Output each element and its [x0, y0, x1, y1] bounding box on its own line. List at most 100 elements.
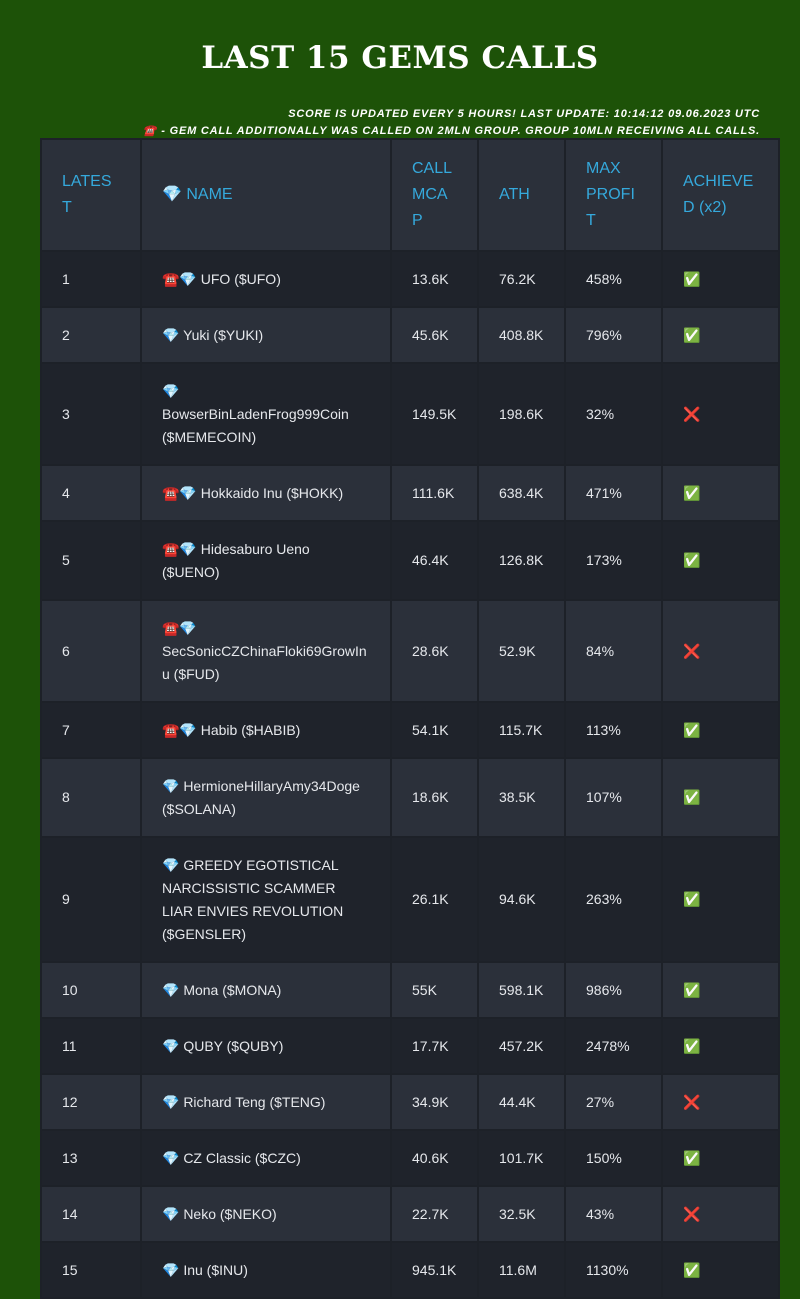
cell: 1 [42, 252, 140, 306]
cell: 198.6K [479, 364, 564, 464]
row: 6 ☎️💎 SecSonicCZChinaFloki69GrowInu ($FUD… [42, 601, 778, 701]
cell: 9 [42, 838, 140, 961]
row: 4 ☎️💎 Hokkaido Inu ($HOKK) 111.6K 638.4K 471… [42, 466, 778, 520]
cell: 27% [566, 1075, 661, 1129]
cell: 458% [566, 252, 661, 306]
cell: 94.6K [479, 838, 564, 961]
cell: ☎️💎 UFO ($UFO) [142, 252, 390, 306]
cell: ✅ [663, 1131, 778, 1185]
cell: 149.5K [392, 364, 477, 464]
cell: 💎 QUBY ($QUBY) [142, 1019, 390, 1073]
cell: 28.6K [392, 601, 477, 701]
cell: 986% [566, 963, 661, 1017]
cell: 43% [566, 1187, 661, 1241]
cell: ✅ [663, 759, 778, 836]
cell: 55K [392, 963, 477, 1017]
cell: 💎 CZ Classic ($CZC) [142, 1131, 390, 1185]
column-header: CALL MCAP [392, 140, 477, 250]
cell: ☎️💎 Hidesaburo Ueno ($UENO) [142, 522, 390, 599]
cell: 22.7K [392, 1187, 477, 1241]
cell: 173% [566, 522, 661, 599]
cell: ☎️💎 Hokkaido Inu ($HOKK) [142, 466, 390, 520]
row: 13 💎 CZ Classic ($CZC) 40.6K 101.7K 150% ✅ [42, 1131, 778, 1185]
cell: 15 [42, 1243, 140, 1297]
row: 3 💎 BowserBinLadenFrog999Coin ($MEMECOIN)… [42, 364, 778, 464]
cell: 💎 Yuki ($YUKI) [142, 308, 390, 362]
cell: ☎️💎 Habib ($HABIB) [142, 703, 390, 757]
cell: 945.1K [392, 1243, 477, 1297]
note: ☎️ - GEM CALL ADDITIONALLY WAS CALLED ON… [142, 125, 760, 137]
cell: ✅ [663, 963, 778, 1017]
column-header: ACHIEVED (x2) [663, 140, 778, 250]
cell: 2 [42, 308, 140, 362]
cell: 💎 Richard Teng ($TENG) [142, 1075, 390, 1129]
cell: 13.6K [392, 252, 477, 306]
cell: 5 [42, 522, 140, 599]
cell: 598.1K [479, 963, 564, 1017]
cell: ❌ [663, 1187, 778, 1241]
cell: ☎️💎 SecSonicCZChinaFloki69GrowInu ($FUD) [142, 601, 390, 701]
table-body: 1 ☎️💎 UFO ($UFO) 13.6K 76.2K 458% ✅ 2 💎 Yuki ($… [42, 252, 778, 1297]
cell: 10 [42, 963, 140, 1017]
row: 10 💎 Mona ($MONA) 55K 598.1K 986% ✅ [42, 963, 778, 1017]
cell: 76.2K [479, 252, 564, 306]
cell: 7 [42, 703, 140, 757]
cell: 638.4K [479, 466, 564, 520]
cell: 💎 HermioneHillaryAmy34Doge ($SOLANA) [142, 759, 390, 836]
row: 8 💎 HermioneHillaryAmy34Doge ($SOLANA) 18.… [42, 759, 778, 836]
calls-table: LATEST 💎 NAME CALL MCAP ATH MAX PROFIT ACHIEV… [40, 138, 780, 1299]
cell: 11.6M [479, 1243, 564, 1297]
cell: 26.1K [392, 838, 477, 961]
cell: 796% [566, 308, 661, 362]
column-header: MAX PROFIT [566, 140, 661, 250]
cell: 8 [42, 759, 140, 836]
cell: 40.6K [392, 1131, 477, 1185]
cell: 101.7K [479, 1131, 564, 1185]
cell: 457.2K [479, 1019, 564, 1073]
note: SCORE IS UPDATED EVERY 5 HOURS! LAST UPD… [288, 108, 760, 120]
cell: 4 [42, 466, 140, 520]
row: 11 💎 QUBY ($QUBY) 17.7K 457.2K 2478% ✅ [42, 1019, 778, 1073]
row: 1 ☎️💎 UFO ($UFO) 13.6K 76.2K 458% ✅ [42, 252, 778, 306]
notes: SCORE IS UPDATED EVERY 5 HOURS! LAST UPD… [143, 106, 760, 140]
row: 7 ☎️💎 Habib ($HABIB) 54.1K 115.7K 113% ✅ [42, 703, 778, 757]
cell: 45.6K [392, 308, 477, 362]
cell: 126.8K [479, 522, 564, 599]
cell: 38.5K [479, 759, 564, 836]
row: 5 ☎️💎 Hidesaburo Ueno ($UENO) 46.4K 126.8K 1… [42, 522, 778, 599]
cell: ✅ [663, 1019, 778, 1073]
cell: 107% [566, 759, 661, 836]
cell: 52.9K [479, 601, 564, 701]
cell: 17.7K [392, 1019, 477, 1073]
cell: 11 [42, 1019, 140, 1073]
cell: 💎 Neko ($NEKO) [142, 1187, 390, 1241]
cell: ❌ [663, 601, 778, 701]
cell: 32.5K [479, 1187, 564, 1241]
cell: 34.9K [392, 1075, 477, 1129]
page: LAST 15 GEMS CALLS SCORE IS UPDATED EVER… [40, 40, 780, 1299]
cell: ❌ [663, 364, 778, 464]
column-header: LATEST [42, 140, 140, 250]
header-row: LATEST 💎 NAME CALL MCAP ATH MAX PROFIT ACHIEV… [42, 140, 778, 250]
cell: ✅ [663, 252, 778, 306]
cell: 471% [566, 466, 661, 520]
cell: 44.4K [479, 1075, 564, 1129]
cell: 💎 Inu ($INU) [142, 1243, 390, 1297]
cell: 54.1K [392, 703, 477, 757]
cell: 14 [42, 1187, 140, 1241]
cell: ✅ [663, 1243, 778, 1297]
cell: 84% [566, 601, 661, 701]
cell: ✅ [663, 522, 778, 599]
column-header: ATH [479, 140, 564, 250]
cell: 113% [566, 703, 661, 757]
cell: 12 [42, 1075, 140, 1129]
cell: 2478% [566, 1019, 661, 1073]
cell: 13 [42, 1131, 140, 1185]
cell: ✅ [663, 466, 778, 520]
cell: 46.4K [392, 522, 477, 599]
cell: 408.8K [479, 308, 564, 362]
cell: 💎 Mona ($MONA) [142, 963, 390, 1017]
cell: 263% [566, 838, 661, 961]
cell: 💎 BowserBinLadenFrog999Coin ($MEMECOIN) [142, 364, 390, 464]
row: 2 💎 Yuki ($YUKI) 45.6K 408.8K 796% ✅ [42, 308, 778, 362]
